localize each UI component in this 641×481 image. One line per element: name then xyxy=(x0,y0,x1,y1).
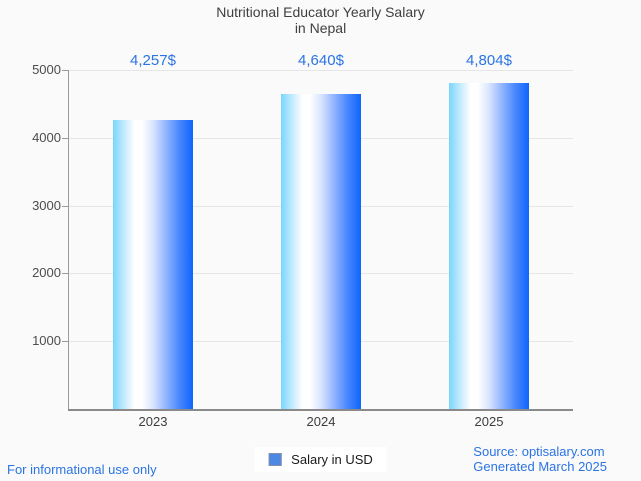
value-label-2024: 4,640$ xyxy=(298,52,344,69)
legend-label: Salary in USD xyxy=(291,452,373,467)
y-tick-1000 xyxy=(62,341,68,342)
x-axis-label-2024: 2024 xyxy=(306,414,336,429)
y-tick-3000 xyxy=(62,206,68,207)
y-axis-label-4000: 4000 xyxy=(32,130,61,145)
generated-date: Generated March 2025 xyxy=(473,459,607,474)
y-axis-label-3000: 3000 xyxy=(32,198,61,213)
y-tick-2000 xyxy=(62,273,68,274)
footer-disclaimer: For informational use only xyxy=(7,462,157,477)
x-axis-line xyxy=(68,409,573,411)
footer-source-block: Source: optisalary.com Generated March 2… xyxy=(473,444,607,474)
chart-title-line2: in Nepal xyxy=(294,20,347,36)
y-axis-label-5000: 5000 xyxy=(32,62,61,77)
y-axis-line xyxy=(68,70,69,409)
source-link[interactable]: Source: optisalary.com xyxy=(473,444,605,459)
bar-2024[interactable] xyxy=(281,94,361,409)
value-label-2025: 4,804$ xyxy=(466,52,512,69)
y-axis-label-1000: 1000 xyxy=(32,333,61,348)
chart-title: Nutritional Educator Yearly Salary in Ne… xyxy=(0,4,641,36)
x-axis-label-2025: 2025 xyxy=(474,414,504,429)
value-label-2023: 4,257$ xyxy=(130,52,176,69)
y-tick-5000 xyxy=(62,70,68,71)
chart-title-line1: Nutritional Educator Yearly Salary xyxy=(216,4,425,20)
plot-area xyxy=(69,70,573,409)
x-axis-label-2023: 2023 xyxy=(138,414,168,429)
legend-item-salary[interactable]: Salary in USD xyxy=(254,447,387,472)
y-axis-label-2000: 2000 xyxy=(32,265,61,280)
y-tick-4000 xyxy=(62,138,68,139)
bar-2025[interactable] xyxy=(449,83,529,409)
gridline-5000 xyxy=(69,70,573,71)
legend-swatch-icon xyxy=(268,453,282,466)
bar-2023[interactable] xyxy=(113,120,193,409)
